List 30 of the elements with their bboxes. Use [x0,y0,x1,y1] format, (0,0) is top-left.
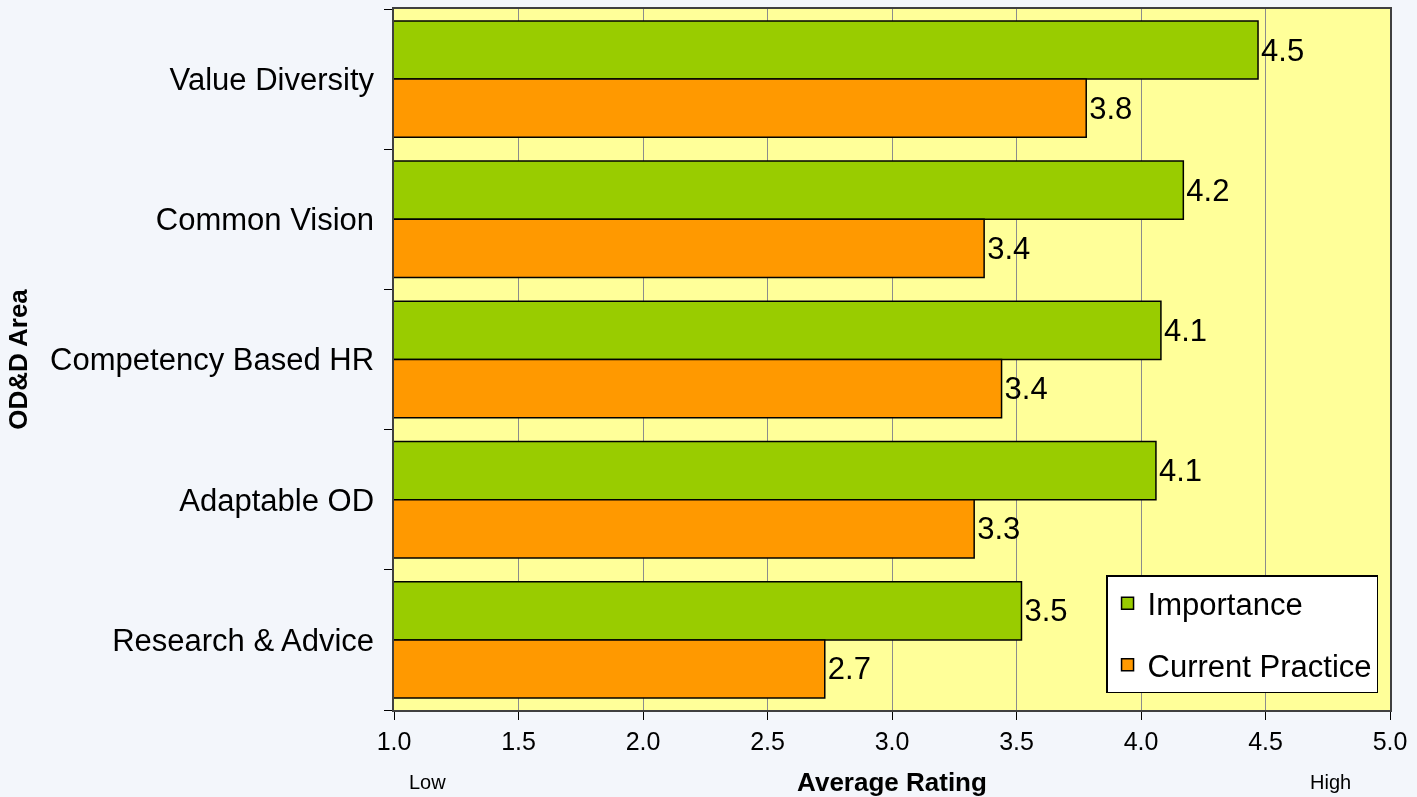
data-label: 4.2 [1186,172,1230,208]
data-label: 3.4 [987,230,1031,266]
data-label: 3.8 [1089,90,1133,126]
x-tick-label: 4.0 [1123,726,1159,755]
data-label: 4.5 [1261,32,1305,68]
y-tick-label: Research & Advice [112,622,375,658]
legend-label: Importance [1147,587,1303,623]
x-tick-label: 1.0 [376,726,412,755]
x-tick-label: 3.5 [999,726,1034,755]
y-tick-label: Adaptable OD [179,482,375,518]
x-tick-label: 3.0 [874,726,910,755]
y-tick-label: Value Diversity [169,61,375,97]
data-label: 3.4 [1004,371,1048,407]
x-tick-label: 2.0 [625,726,661,755]
data-label: 4.1 [1163,312,1208,348]
data-label: 3.5 [1024,593,1068,629]
data-label: 3.3 [977,511,1021,547]
x-tick-label: 2.5 [750,726,785,755]
x-axis-title: Average Rating [797,767,987,797]
y-tick-label: Common Vision [155,202,375,238]
y-tick-label: Competency Based HR [50,342,375,378]
data-label: 4.1 [1158,453,1203,489]
x-tick-label: 1.5 [501,726,536,755]
x-tick-label: 5.0 [1372,726,1408,755]
data-label: 2.7 [827,651,871,687]
y-axis-title: OD&D Area [3,288,34,430]
text: Low [409,771,447,793]
x-tick-label: 4.5 [1248,726,1283,755]
legend-label: Current Practice [1147,648,1372,684]
text: High [1310,771,1352,793]
